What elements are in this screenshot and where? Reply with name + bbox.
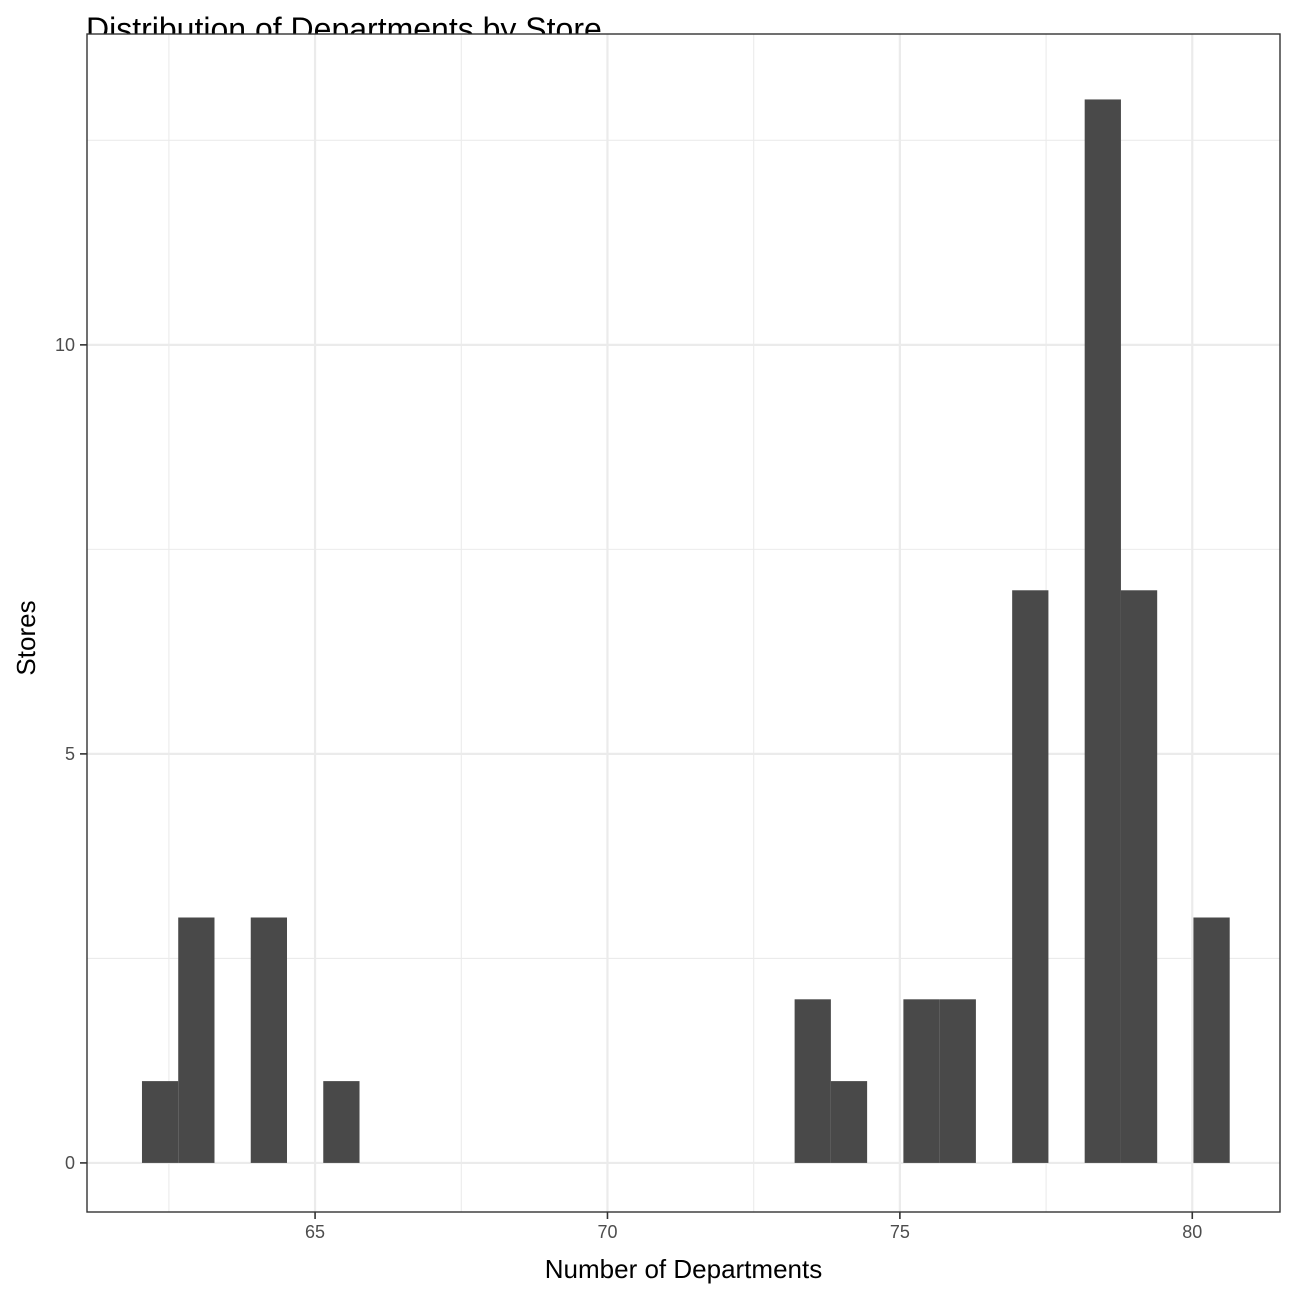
y-tick-label: 10: [55, 335, 75, 355]
plot-panel-border: [86, 33, 1281, 1213]
histogram-bar-11: [1120, 590, 1158, 1163]
histogram-bars: [141, 99, 1230, 1163]
histogram-bar-9: [1012, 590, 1049, 1163]
histogram-bar-6: [830, 1081, 868, 1163]
histogram-bar-8: [939, 999, 976, 1163]
y-tick-label: 0: [65, 1153, 75, 1173]
histogram-bar-5: [794, 999, 831, 1163]
major-gridlines: [87, 34, 1280, 1212]
y-axis-title: Stores: [11, 600, 41, 675]
histogram-bar-2: [178, 917, 215, 1163]
histogram-bar-10: [1084, 99, 1121, 1163]
x-axis-title: Number of Departments: [545, 1254, 822, 1284]
y-axis: 0 5 10: [55, 335, 87, 1173]
histogram-bar-3: [250, 917, 288, 1163]
y-tick-label: 5: [65, 744, 75, 764]
x-tick-label: 75: [890, 1222, 910, 1242]
histogram-bar-7: [903, 999, 940, 1163]
histogram-bar-4: [323, 1081, 360, 1163]
x-tick-label: 65: [305, 1222, 325, 1242]
x-tick-label: 70: [597, 1222, 617, 1242]
x-tick-label: 80: [1182, 1222, 1202, 1242]
histogram-bar-1: [141, 1081, 179, 1163]
x-axis: 65 70 75 80: [305, 1212, 1202, 1242]
histogram-bar-12: [1193, 917, 1230, 1163]
